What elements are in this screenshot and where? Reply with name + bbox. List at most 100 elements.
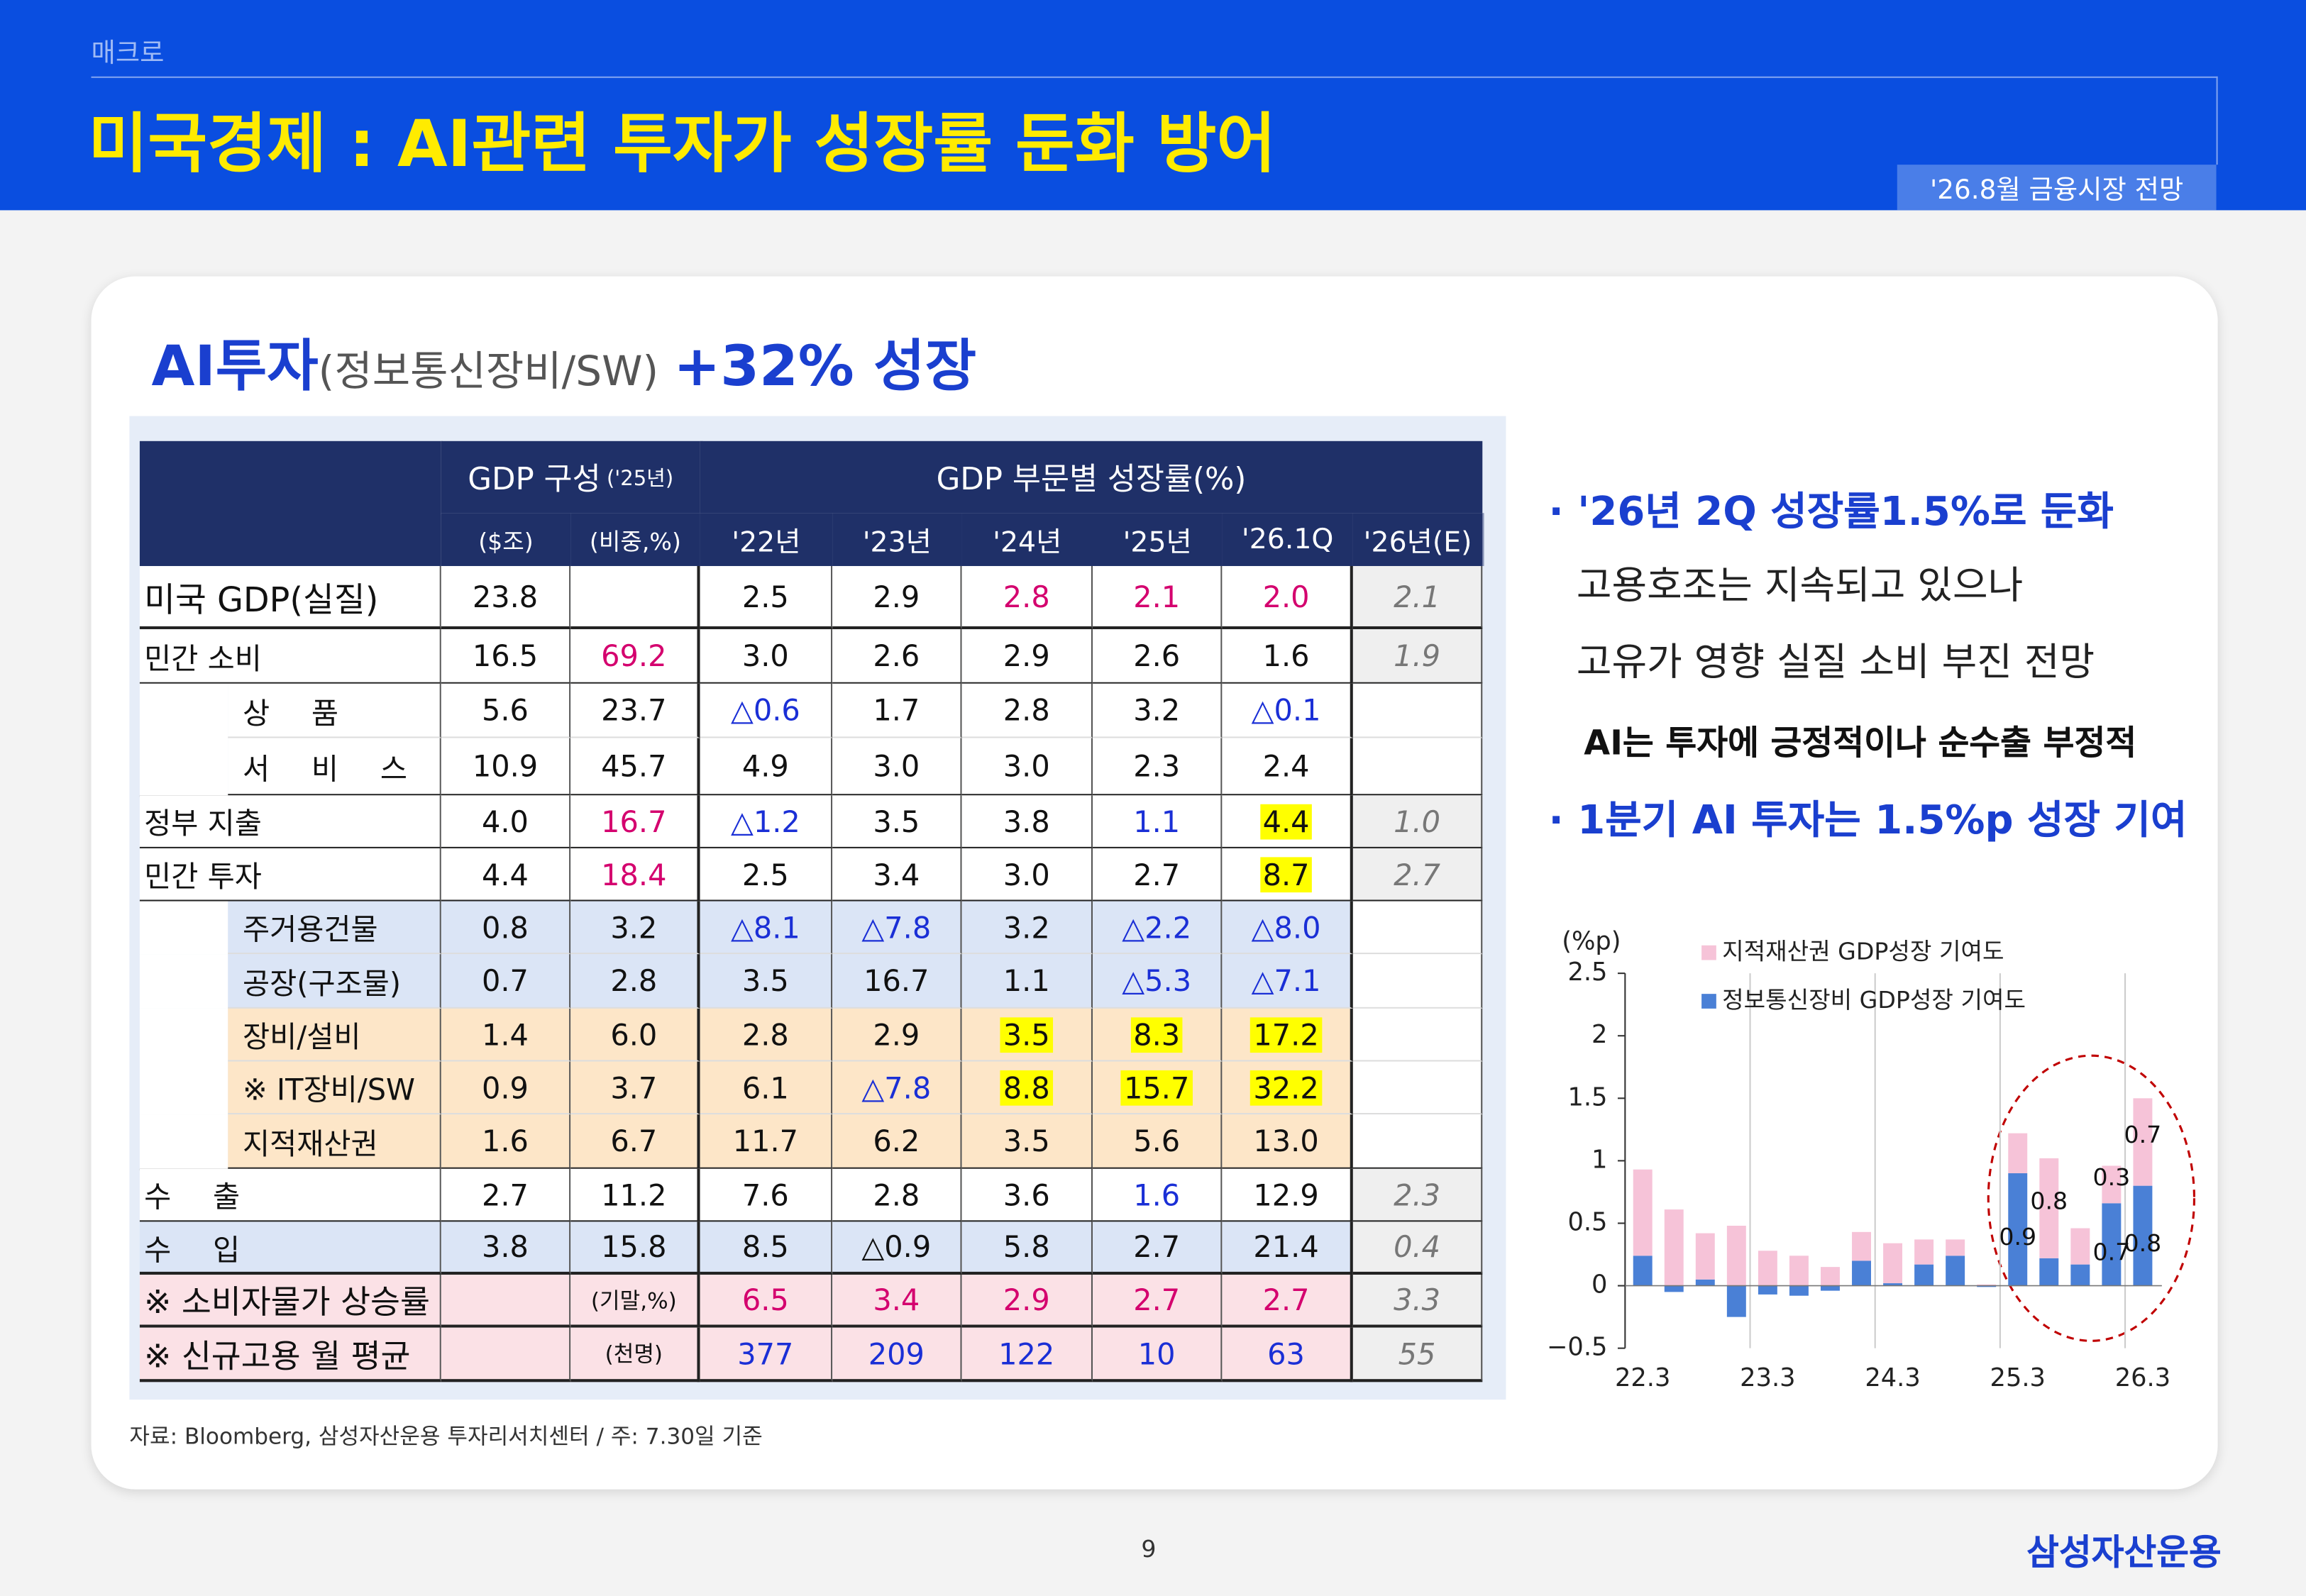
table-cell: 3.2 bbox=[961, 901, 1093, 955]
header-rule bbox=[91, 76, 2218, 78]
table-cell: 3.3 bbox=[1352, 1275, 1483, 1328]
bar bbox=[1726, 1226, 1746, 1286]
table-cell: 209 bbox=[832, 1327, 962, 1382]
table-cell: 2.7 bbox=[1352, 848, 1483, 902]
table-text: 2.9 bbox=[873, 578, 920, 614]
bar bbox=[1914, 1264, 1934, 1286]
table-cell: 3.0 bbox=[832, 738, 962, 796]
table-cell: △0.6 bbox=[700, 683, 833, 738]
table-text: 4.0 bbox=[482, 803, 529, 839]
table-text: 2.9 bbox=[873, 1016, 920, 1053]
table-cell: 0.9 bbox=[441, 1061, 571, 1115]
bar bbox=[2070, 1228, 2090, 1265]
table-cell: ※ 신규고용 월 평균 bbox=[139, 1327, 441, 1382]
table-cell: 3.2 bbox=[570, 901, 700, 955]
table-cell: 2.8 bbox=[570, 954, 700, 1009]
table-text: 69.2 bbox=[601, 638, 667, 674]
table-text: 지적재산권 bbox=[242, 1125, 378, 1161]
table-text: 2.1 bbox=[1133, 578, 1181, 614]
table-cell: (천명) bbox=[570, 1327, 700, 1382]
table-text: 2.7 bbox=[482, 1177, 529, 1212]
table-text: 5.8 bbox=[1003, 1229, 1050, 1265]
table-text: △7.1 bbox=[1251, 963, 1321, 999]
table-cell: 7.6 bbox=[700, 1168, 833, 1222]
table-cell: 2.3 bbox=[1352, 1168, 1483, 1222]
table-cell: 3.8 bbox=[441, 1221, 571, 1275]
table-text: 3.0 bbox=[1003, 856, 1050, 892]
table-text: 10.9 bbox=[472, 748, 539, 784]
table-cell: 2.9 bbox=[832, 1008, 962, 1062]
table-cell: ※ 소비자물가 상승률 bbox=[139, 1275, 441, 1328]
table-cell: 15.7 bbox=[1093, 1061, 1223, 1115]
table-cell: 1.1 bbox=[961, 954, 1093, 1009]
table-text: 21.4 bbox=[1253, 1229, 1319, 1265]
header-cell: '26.1Q bbox=[1222, 513, 1355, 566]
table-text: 10 bbox=[1137, 1336, 1176, 1371]
table-text: 장비/설비 bbox=[242, 1019, 361, 1055]
table-cell: 3.8 bbox=[961, 795, 1093, 848]
table-cell: 5.6 bbox=[1093, 1114, 1223, 1169]
table-cell: 1.7 bbox=[832, 683, 962, 738]
table-cell: 4.0 bbox=[441, 795, 571, 848]
table-text: 209 bbox=[868, 1336, 925, 1371]
table-text: 수 출 bbox=[144, 1179, 241, 1215]
header-cell: '22년 bbox=[700, 513, 834, 566]
table-cell: 6.2 bbox=[832, 1114, 962, 1169]
table-cell: ※ IT장비/SW bbox=[228, 1061, 441, 1115]
table-text: 민간 투자 bbox=[144, 858, 262, 894]
table-text: 2.0 bbox=[1262, 578, 1310, 614]
table-cell: 3.0 bbox=[700, 629, 833, 684]
table-text: 1.1 bbox=[1003, 963, 1050, 999]
table-cell: △7.8 bbox=[832, 1061, 962, 1115]
legend-label: 지적재산권 GDP성장 기여도 bbox=[1722, 938, 2004, 965]
legend-swatch bbox=[1701, 945, 1716, 960]
table-cell: 5.8 bbox=[961, 1221, 1093, 1275]
table-cell: △7.8 bbox=[832, 901, 962, 955]
table-cell: 2.6 bbox=[832, 629, 962, 684]
table-cell: 69.2 bbox=[570, 629, 700, 684]
data-label: 0.7 bbox=[2124, 1121, 2162, 1148]
table-text: 0.9 bbox=[482, 1069, 529, 1105]
table-cell: 2.5 bbox=[700, 565, 833, 630]
table-cell: 11.2 bbox=[570, 1168, 700, 1222]
table-cell bbox=[139, 1061, 228, 1115]
bullet: 고유가 영향 실질 소비 부진 전망 bbox=[1576, 641, 2095, 685]
x-tick-label: 23.3 bbox=[1740, 1363, 1795, 1392]
table-cell: △1.2 bbox=[700, 795, 833, 848]
table-cell: △7.1 bbox=[1222, 954, 1353, 1009]
table-text: 3.4 bbox=[873, 856, 920, 892]
table-text: 2.8 bbox=[1003, 578, 1050, 614]
table-text: 1.9 bbox=[1394, 638, 1441, 674]
bar bbox=[1977, 1285, 1997, 1287]
table-cell: △0.9 bbox=[832, 1221, 962, 1275]
table-cell: 0.8 bbox=[441, 901, 571, 955]
table-text: 1.6 bbox=[482, 1123, 529, 1159]
data-label: 0.7 bbox=[2093, 1238, 2131, 1265]
table-cell: 0.4 bbox=[1352, 1221, 1483, 1275]
table-cell bbox=[1352, 683, 1483, 738]
bar bbox=[1633, 1169, 1653, 1256]
date-tag: '26.8월 금융시장 전망 bbox=[1897, 165, 2217, 211]
table-cell: 1.6 bbox=[1222, 629, 1353, 684]
table-text: 2.6 bbox=[1133, 638, 1181, 674]
table-cell: 122 bbox=[961, 1327, 1093, 1382]
table-cell: 2.3 bbox=[1093, 738, 1223, 796]
table-text: (기말,%) bbox=[590, 1287, 677, 1314]
table-cell: 2.8 bbox=[700, 1008, 833, 1062]
table-cell: 15.8 bbox=[570, 1221, 700, 1275]
x-tick-label: 22.3 bbox=[1615, 1363, 1670, 1392]
table-text: 1.0 bbox=[1394, 803, 1441, 839]
bar bbox=[1883, 1243, 1903, 1284]
table-text: 3.5 bbox=[741, 963, 789, 999]
table-cell: 12.9 bbox=[1222, 1168, 1353, 1222]
bullet: AI는 투자에 긍정적이나 순수출 부정적 bbox=[1584, 724, 2137, 763]
table-cell: 16.5 bbox=[441, 629, 571, 684]
table-cell: 5.6 bbox=[441, 683, 571, 738]
bar bbox=[1789, 1285, 1809, 1296]
table-cell: 55 bbox=[1352, 1327, 1483, 1382]
table-text: ※ IT장비/SW bbox=[242, 1071, 416, 1107]
x-tick-label: 25.3 bbox=[1990, 1363, 2046, 1392]
page-number: 9 bbox=[1141, 1534, 1157, 1563]
table-cell: △8.0 bbox=[1222, 901, 1353, 955]
